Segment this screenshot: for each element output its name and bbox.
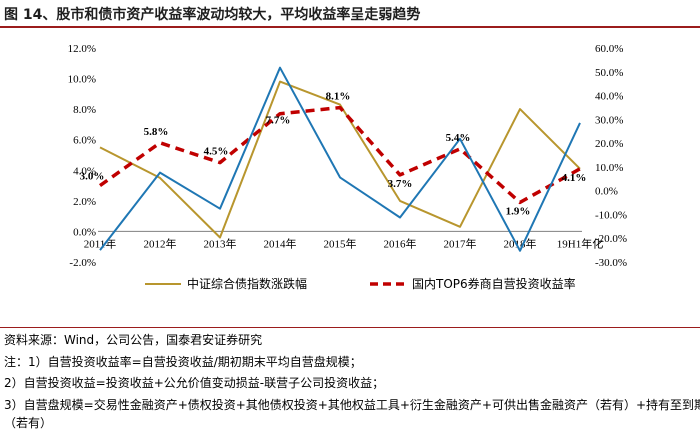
data-label: 4.1%	[562, 172, 587, 184]
left-axis-tick-label: 10.0%	[68, 74, 96, 86]
left-axis-tick-label: 8.0%	[73, 104, 96, 116]
x-axis-tick-label: 2018年	[504, 236, 537, 250]
right-axis-tick-label: 0.0%	[595, 186, 618, 198]
left-axis-tick-label: 0.0%	[73, 226, 96, 238]
note-1: 注：1）自营投资收益率=自营投资收益/期初期末平均自营盘规模；	[4, 355, 362, 369]
right-axis-tick-label: 30.0%	[595, 114, 623, 126]
legend-label: 国内TOP6券商自营投资收益率	[412, 276, 576, 291]
legend-label: 中证综合债指数涨跌幅	[187, 276, 307, 291]
x-axis-tick-label: 2013年	[204, 236, 237, 250]
left-axis-tick-label: 6.0%	[73, 135, 96, 147]
x-axis-tick-label: 2011年	[84, 236, 117, 250]
left-axis-tick-label: 12.0%	[68, 43, 96, 55]
left-axis-tick-label: 2.0%	[73, 196, 96, 208]
series-line	[99, 80, 581, 239]
series-line	[99, 66, 581, 252]
right-axis-tick-label: 40.0%	[595, 91, 623, 103]
right-axis-tick-label: -30.0%	[595, 257, 627, 269]
x-axis-tick-label: 2016年	[384, 236, 417, 250]
data-label: 4.5%	[204, 146, 229, 158]
x-axis-tick-label: 2012年	[144, 236, 177, 250]
right-axis-tick-label: 60.0%	[595, 43, 623, 55]
data-label: 7.7%	[266, 115, 291, 127]
chart-data-labels: 3.0% 5.8% 4.5% 7.7% 8.1% 3.7% 5.4% 1.9% 4.1%	[80, 91, 587, 218]
chart-legend: 中证综合债指数涨跌幅国内TOP6券商自营投资收益率沪深300指数涨跌幅-右轴	[145, 276, 576, 291]
data-label: 5.4%	[446, 132, 471, 144]
data-label: 3.7%	[388, 178, 413, 190]
right-axis-tick-label: -20.0%	[595, 233, 627, 245]
right-axis-tick-label: 10.0%	[595, 162, 623, 174]
note-3-continued: （若有）	[4, 416, 53, 430]
figure-title-bar: 图 14、股市和债市资产收益率波动均较大，平均收益率呈走弱趋势	[0, 0, 700, 26]
right-axis-tick-label: -10.0%	[595, 209, 627, 221]
series-line	[98, 105, 581, 205]
data-label: 8.1%	[326, 91, 351, 103]
source-note: 资料来源：Wind，公司公告，国泰君安证券研究	[4, 333, 263, 347]
x-axis-tick-label: 2014年	[264, 236, 297, 250]
left-axis-tick-label: 4.0%	[73, 165, 96, 177]
x-axis-tick-label: 19H1年化	[557, 236, 603, 250]
right-axis-tick-label: 20.0%	[595, 138, 623, 150]
data-label: 5.8%	[144, 126, 169, 138]
notes-divider	[0, 327, 700, 328]
x-axis-tick-label: 2017年	[444, 236, 477, 250]
x-axis-tick-label: 2015年	[324, 236, 357, 250]
chart-axes: -2.0% 0.0% 2.0% 4.0% 6.0% 8.0% 10.0% 12.0% -30.0…	[68, 43, 628, 269]
note-2: 2）自营投资收益=投资收益+公允价值变动损益-联营子公司投资收益；	[4, 376, 385, 390]
data-label: 1.9%	[506, 205, 531, 217]
chart-series	[98, 66, 581, 252]
figure-title: 图 14、股市和债市资产收益率波动均较大，平均收益率呈走弱趋势	[4, 7, 421, 23]
title-divider	[0, 26, 700, 28]
right-axis-tick-label: 50.0%	[595, 67, 623, 79]
left-axis-tick-label: -2.0%	[69, 257, 96, 269]
chart: -2.0% 0.0% 2.0% 4.0% 6.0% 8.0% 10.0% 12.0% -30.0…	[68, 43, 628, 291]
note-3: 3）自营盘规模=交易性金融资产+债权投资+其他债权投资+其他权益工具+衍生金融资…	[4, 398, 700, 412]
data-label: 3.0%	[80, 171, 105, 183]
